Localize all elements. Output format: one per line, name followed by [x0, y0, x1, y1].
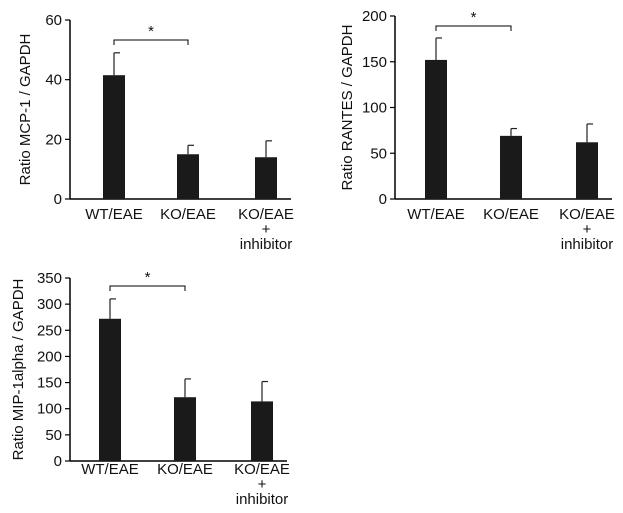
y-tick-label: 50 [45, 427, 62, 444]
y-tick-label: 150 [37, 375, 62, 392]
y-tick-label: 100 [37, 401, 62, 418]
y-tick-label: 50 [370, 145, 387, 162]
y-tick-label: 0 [54, 453, 62, 470]
y-tick-label: 0 [379, 191, 387, 208]
category-label: WT/EAE [85, 206, 143, 223]
bar [177, 154, 199, 199]
category-label: KO/EAE [157, 461, 213, 478]
category-label: KO/EAE [160, 206, 216, 223]
category-label: WT/EAE [81, 461, 139, 478]
category-label: KO/EAE [559, 206, 615, 223]
y-tick-label: 40 [45, 72, 62, 89]
y-axis-label: Ratio MCP-1 / GAPDH [17, 34, 34, 186]
y-tick-label: 350 [37, 270, 62, 287]
category-label: WT/EAE [407, 206, 465, 223]
bar [99, 318, 121, 461]
category-label: KO/EAE [234, 461, 290, 478]
category-label: + [258, 476, 267, 493]
bar [500, 135, 522, 199]
category-label: inhibitor [240, 236, 293, 253]
significance-bracket [435, 25, 512, 31]
y-axis-label: Ratio MIP-1alpha / GAPDH [10, 279, 27, 461]
y-tick-label: 300 [37, 296, 62, 313]
y-tick-label: 60 [45, 12, 62, 29]
significance-label: * [148, 23, 154, 40]
y-tick-label: 150 [362, 54, 387, 71]
panel-rantes: 0 50 100 150 200 Ratio RANTES / GAPDH WT/EAE KO… [339, 8, 615, 253]
bar [576, 142, 598, 199]
category-label: + [583, 221, 592, 238]
y-tick-label: 250 [37, 322, 62, 339]
bar [255, 157, 277, 199]
bar [425, 59, 447, 199]
y-tick-label: 0 [54, 191, 62, 208]
bar [103, 75, 125, 199]
panel-mcp1: 0 20 40 60 Ratio MCP-1 / GAPDH WT/EAE KO/EAE KO… [17, 12, 294, 253]
significance-label: * [471, 9, 477, 26]
y-tick-label: 100 [362, 100, 387, 117]
y-tick-label: 200 [362, 8, 387, 25]
bar [174, 397, 196, 461]
bar [251, 401, 273, 461]
category-label: inhibitor [236, 491, 289, 508]
panel-mip1alpha: 0 50 100 150 200 250 300 350 Ratio MIP-1alpha / … [10, 269, 290, 508]
category-label: inhibitor [561, 236, 614, 253]
significance-label: * [145, 269, 151, 286]
y-tick-label: 200 [37, 348, 62, 365]
category-label: + [262, 221, 271, 238]
significance-bracket [109, 285, 186, 291]
significance-bracket [113, 39, 189, 45]
category-label: KO/EAE [483, 206, 539, 223]
y-axis-label: Ratio RANTES / GAPDH [339, 25, 356, 191]
category-label: KO/EAE [238, 206, 294, 223]
y-tick-label: 20 [45, 131, 62, 148]
